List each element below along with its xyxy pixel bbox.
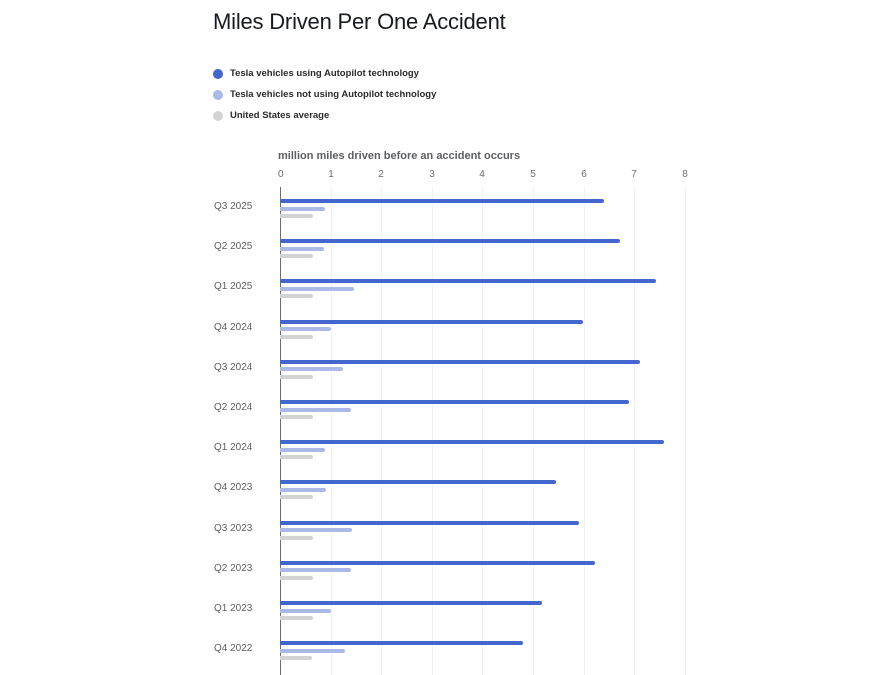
bar-us-average — [280, 415, 313, 419]
legend-item-no-autopilot: Tesla vehicles not using Autopilot techn… — [213, 84, 436, 105]
legend-label: Tesla vehicles using Autopilot technolog… — [230, 68, 419, 79]
legend-label: United States average — [230, 110, 330, 121]
legend-item-autopilot: Tesla vehicles using Autopilot technolog… — [213, 63, 436, 84]
bar-no-autopilot — [280, 327, 331, 331]
bar-no-autopilot — [280, 367, 343, 371]
bar-autopilot — [280, 239, 620, 243]
x-tick-label: 0 — [278, 169, 284, 180]
gridline — [685, 187, 686, 675]
x-tick-label: 3 — [429, 169, 435, 180]
bar-us-average — [280, 616, 313, 620]
bar-autopilot — [280, 480, 556, 484]
gridline — [331, 187, 332, 675]
bar-us-average — [280, 254, 313, 258]
x-tick-label: 6 — [581, 169, 587, 180]
bar-no-autopilot — [280, 488, 326, 492]
legend-label: Tesla vehicles not using Autopilot techn… — [230, 89, 437, 100]
y-category-label: Q2 2025 — [214, 241, 253, 252]
y-category-label: Q1 2024 — [214, 442, 253, 453]
y-category-label: Q4 2024 — [214, 322, 253, 333]
chart-title: Miles Driven Per One Accident — [213, 9, 506, 34]
x-tick-label: 2 — [378, 169, 384, 180]
bar-autopilot — [280, 360, 640, 364]
legend: Tesla vehicles using Autopilot technolog… — [213, 63, 436, 126]
bar-autopilot — [280, 641, 523, 645]
gridline — [482, 187, 483, 675]
y-category-label: Q4 2023 — [214, 482, 253, 493]
gridline — [584, 187, 585, 675]
bar-no-autopilot — [280, 609, 331, 613]
legend-dot-icon — [213, 110, 223, 121]
gridline — [381, 187, 382, 675]
bar-us-average — [280, 294, 313, 298]
bar-autopilot — [280, 279, 656, 283]
y-category-label: Q3 2025 — [214, 201, 253, 212]
bar-autopilot — [280, 320, 583, 324]
y-category-label: Q4 2022 — [214, 643, 253, 654]
bar-no-autopilot — [280, 568, 351, 572]
bar-autopilot — [280, 400, 629, 404]
x-tick-label: 4 — [479, 169, 485, 180]
bar-no-autopilot — [280, 528, 352, 532]
y-category-label: Q1 2025 — [214, 281, 253, 292]
x-tick-label: 5 — [530, 169, 536, 180]
bar-us-average — [280, 495, 313, 499]
bar-us-average — [280, 536, 313, 540]
bar-no-autopilot — [280, 649, 345, 653]
bar-us-average — [280, 656, 312, 660]
bar-autopilot — [280, 521, 579, 525]
y-category-label: Q3 2023 — [214, 523, 253, 534]
y-category-label: Q3 2024 — [214, 362, 253, 373]
bar-autopilot — [280, 561, 595, 565]
bar-us-average — [280, 455, 313, 459]
gridline — [634, 187, 635, 675]
bar-us-average — [280, 375, 313, 379]
bar-autopilot — [280, 199, 604, 203]
bar-no-autopilot — [280, 207, 325, 211]
gridline — [432, 187, 433, 675]
bar-no-autopilot — [280, 247, 324, 251]
x-tick-label: 1 — [328, 169, 334, 180]
gridline — [533, 187, 534, 675]
bar-no-autopilot — [280, 448, 325, 452]
y-category-label: Q1 2023 — [214, 603, 253, 614]
bar-us-average — [280, 214, 313, 218]
bar-us-average — [280, 576, 313, 580]
legend-dot-icon — [213, 68, 223, 79]
legend-item-us-average: United States average — [213, 105, 436, 126]
y-axis-line — [280, 187, 281, 675]
bar-no-autopilot — [280, 287, 354, 291]
x-tick-label: 7 — [631, 169, 637, 180]
y-category-label: Q2 2023 — [214, 563, 253, 574]
bar-us-average — [280, 335, 313, 339]
bar-autopilot — [280, 601, 542, 605]
bar-autopilot — [280, 440, 664, 444]
legend-dot-icon — [213, 89, 223, 100]
x-tick-label: 8 — [682, 169, 688, 180]
bar-no-autopilot — [280, 408, 351, 412]
y-category-label: Q2 2024 — [214, 402, 253, 413]
x-axis-title: million miles driven before an accident … — [278, 150, 521, 162]
